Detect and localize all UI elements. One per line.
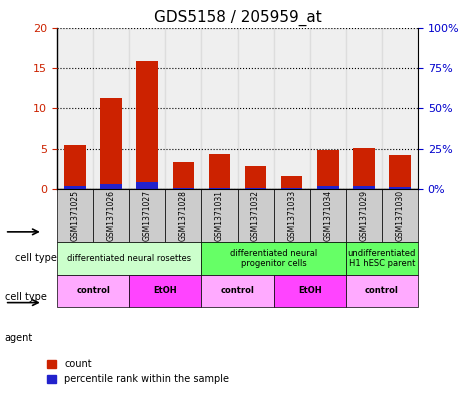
Bar <box>136 182 158 189</box>
FancyBboxPatch shape <box>201 275 274 307</box>
Text: undifferentiated
H1 hESC parent: undifferentiated H1 hESC parent <box>348 249 416 268</box>
Bar <box>64 186 86 189</box>
Title: GDS5158 / 205959_at: GDS5158 / 205959_at <box>153 10 322 26</box>
Legend: count, percentile rank within the sample: count, percentile rank within the sample <box>43 356 233 388</box>
Bar <box>245 188 266 189</box>
FancyBboxPatch shape <box>382 189 418 242</box>
FancyBboxPatch shape <box>346 189 382 242</box>
Text: GSM1371027: GSM1371027 <box>143 190 152 241</box>
Bar <box>57 28 93 189</box>
FancyBboxPatch shape <box>129 189 165 242</box>
Text: EtOH: EtOH <box>298 286 322 295</box>
Text: control: control <box>220 286 255 295</box>
Bar <box>281 176 303 189</box>
FancyBboxPatch shape <box>201 242 346 275</box>
Bar <box>100 98 122 189</box>
FancyBboxPatch shape <box>238 189 274 242</box>
Bar <box>310 28 346 189</box>
Text: cell type: cell type <box>15 253 57 263</box>
Bar <box>165 28 201 189</box>
Bar <box>172 162 194 189</box>
Bar <box>281 188 303 189</box>
Bar <box>136 61 158 189</box>
FancyBboxPatch shape <box>129 275 201 307</box>
FancyBboxPatch shape <box>346 242 418 275</box>
Text: agent: agent <box>5 333 33 343</box>
FancyBboxPatch shape <box>274 275 346 307</box>
Bar <box>389 187 411 189</box>
Bar <box>346 28 382 189</box>
FancyBboxPatch shape <box>57 275 129 307</box>
Bar <box>389 155 411 189</box>
Text: differentiated neural
progenitor cells: differentiated neural progenitor cells <box>230 249 317 268</box>
Text: GSM1371026: GSM1371026 <box>107 190 115 241</box>
Bar <box>245 165 266 189</box>
Bar <box>238 28 274 189</box>
Bar <box>93 28 129 189</box>
Text: cell type: cell type <box>5 292 47 302</box>
FancyBboxPatch shape <box>346 275 418 307</box>
Bar <box>129 28 165 189</box>
FancyBboxPatch shape <box>310 189 346 242</box>
Bar <box>172 187 194 189</box>
FancyBboxPatch shape <box>201 189 238 242</box>
Bar <box>64 145 86 189</box>
Text: GSM1371031: GSM1371031 <box>215 190 224 241</box>
Bar <box>201 28 238 189</box>
Text: differentiated neural rosettes: differentiated neural rosettes <box>67 254 191 263</box>
FancyBboxPatch shape <box>93 189 129 242</box>
FancyBboxPatch shape <box>274 189 310 242</box>
Text: GSM1371025: GSM1371025 <box>71 190 79 241</box>
Bar <box>209 154 230 189</box>
Text: GSM1371028: GSM1371028 <box>179 190 188 241</box>
Text: EtOH: EtOH <box>153 286 177 295</box>
Bar <box>382 28 418 189</box>
Text: GSM1371033: GSM1371033 <box>287 190 296 241</box>
Text: control: control <box>365 286 399 295</box>
Bar <box>353 148 375 189</box>
FancyBboxPatch shape <box>57 242 201 275</box>
Bar <box>100 184 122 189</box>
FancyBboxPatch shape <box>57 189 93 242</box>
Text: GSM1371030: GSM1371030 <box>396 190 404 241</box>
FancyBboxPatch shape <box>165 189 201 242</box>
Text: GSM1371029: GSM1371029 <box>360 190 368 241</box>
Bar <box>353 186 375 189</box>
Bar <box>317 150 339 189</box>
Text: GSM1371032: GSM1371032 <box>251 190 260 241</box>
Bar <box>317 186 339 189</box>
Text: control: control <box>76 286 110 295</box>
Text: GSM1371034: GSM1371034 <box>323 190 332 241</box>
Bar <box>274 28 310 189</box>
Bar <box>209 187 230 189</box>
